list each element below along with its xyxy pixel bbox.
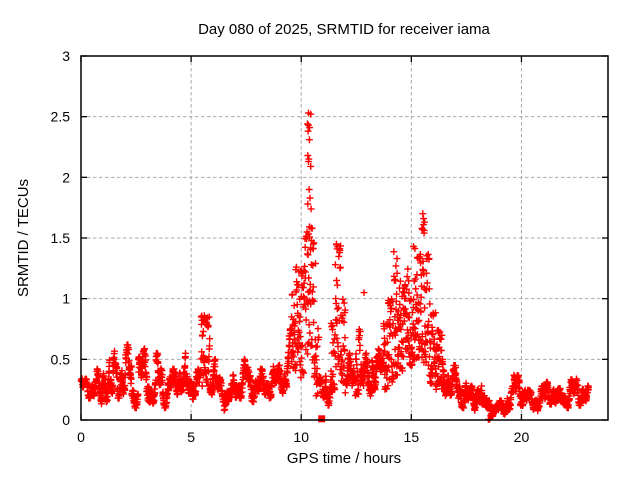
- y-tick-label: 1: [62, 291, 70, 307]
- y-tick-label: 1.5: [51, 230, 71, 246]
- chart-title: Day 080 of 2025, SRMTID for receiver iam…: [198, 21, 490, 38]
- square-marker: [318, 415, 326, 423]
- y-axis-label: SRMTID / TECUs: [15, 179, 32, 297]
- axes-layer: [80, 55, 609, 421]
- y-tick-label: 2.5: [51, 109, 71, 125]
- x-tick-label: 15: [404, 429, 420, 445]
- x-tick-label: 0: [77, 429, 85, 445]
- y-tick-label: 2: [62, 169, 70, 185]
- tick-labels-layer: 0 5 10 15 20 0 0.5 1 1.5 2 2.5 3: [51, 48, 530, 445]
- x-tick-label: 20: [514, 429, 530, 445]
- y-tick-label: 3: [62, 48, 70, 64]
- x-tick-label: 10: [293, 429, 309, 445]
- x-axis-label: GPS time / hours: [287, 450, 401, 467]
- y-tick-label: 0.5: [51, 351, 71, 367]
- grid-lines: [81, 56, 608, 420]
- data-points-layer: [77, 109, 592, 423]
- y-tick-label: 0: [62, 412, 70, 428]
- scatter-plus-markers: [77, 109, 592, 423]
- x-tick-label: 5: [187, 429, 195, 445]
